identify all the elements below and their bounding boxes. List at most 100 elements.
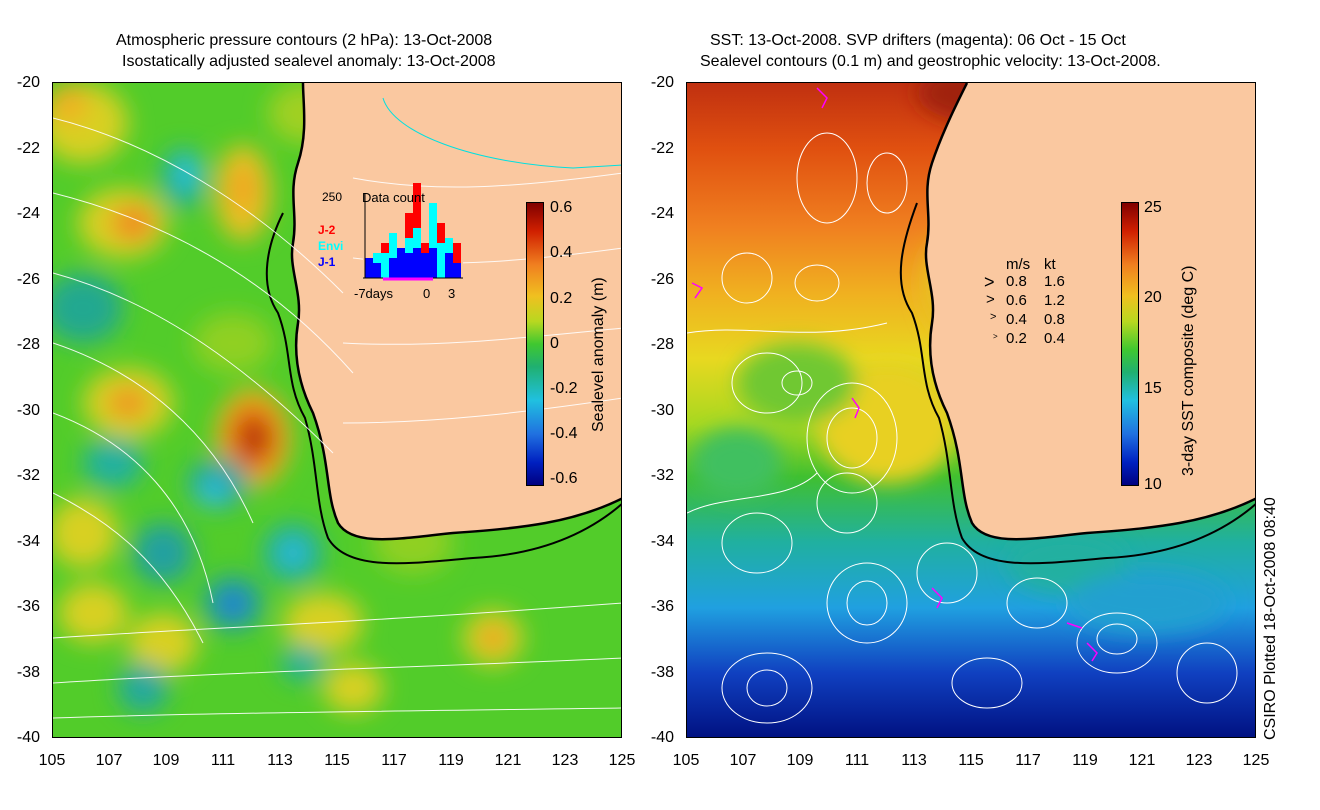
right-lon-tick: 121	[1128, 752, 1156, 769]
left-lat-tick: -28	[16, 336, 40, 353]
inset-title: Data count	[362, 190, 425, 205]
sst-map	[687, 83, 1255, 737]
left-lat-tick: -24	[16, 205, 40, 222]
inset-xlabel-zero: 0	[423, 286, 431, 301]
land-mass	[926, 83, 1255, 540]
velocity-row-ms: 0.6	[1006, 292, 1027, 309]
inset-xlabel-end: 3	[448, 286, 456, 301]
left-lat-tick: -30	[16, 402, 40, 419]
right-lon-tick: 105	[672, 752, 700, 769]
right-lat-tick: -28	[650, 336, 674, 353]
inset-xlabel-start: -7days	[354, 286, 394, 301]
right-lat-tick: -30	[650, 402, 674, 419]
sst-colorbar-title: 3-day SST composite (deg C)	[1180, 265, 1197, 476]
sealevel-colorbar-tick: 0.4	[550, 244, 573, 261]
velocity-row-ms: 0.4	[1006, 311, 1027, 328]
left-title-line2: Isostatically adjusted sealevel anomaly:…	[122, 53, 496, 70]
right-lon-tick: 123	[1185, 752, 1213, 769]
velocity-header-kt: kt	[1044, 256, 1056, 273]
right-lon-tick: 119	[1072, 752, 1098, 769]
shelf-edge	[265, 212, 621, 565]
right-lon-tick: 107	[729, 752, 757, 769]
inset-legend-j1: J-1	[318, 255, 336, 269]
left-lon-tick: 115	[324, 752, 350, 769]
right-lon-tick: 113	[901, 752, 927, 769]
coastline	[924, 83, 1255, 541]
left-lat-tick: -32	[16, 467, 40, 484]
right-title-line1: SST: 13-Oct-2008. SVP drifters (magenta)…	[710, 32, 1126, 49]
velocity-row-kt: 0.4	[1044, 330, 1065, 347]
left-lon-tick: 117	[381, 752, 407, 769]
right-lat-tick: -40	[650, 729, 674, 746]
sealevel-colorbar	[526, 202, 544, 486]
right-title-line2: Sealevel contours (0.1 m) and geostrophi…	[700, 53, 1161, 70]
right-lat-tick: -22	[650, 140, 674, 157]
sealevel-anomaly-map	[53, 83, 621, 737]
shelf-edge	[899, 202, 1255, 565]
right-lon-tick: 115	[958, 752, 984, 769]
right-lat-tick: -26	[650, 271, 674, 288]
right-lon-tick: 117	[1015, 752, 1041, 769]
right-map-panel	[686, 82, 1256, 738]
right-lat-tick: -38	[650, 664, 674, 681]
velocity-arrow-icon: >	[990, 311, 997, 323]
sealevel-colorbar-tick: 0	[550, 335, 559, 352]
left-lat-tick: -22	[16, 140, 40, 157]
coastline	[290, 83, 621, 541]
sst-features	[692, 83, 1227, 633]
left-lon-tick: 111	[210, 752, 236, 769]
left-lon-tick: 121	[494, 752, 522, 769]
inset-max-label: 250	[322, 190, 343, 204]
left-lon-tick: 107	[95, 752, 123, 769]
data-count-chart	[363, 183, 463, 281]
right-lon-tick: 125	[1242, 752, 1270, 769]
sst-colorbar-tick: 25	[1144, 199, 1162, 216]
sealevel-colorbar-tick: 0.2	[550, 290, 573, 307]
anomaly-blobs	[53, 83, 523, 713]
left-map-panel	[52, 82, 622, 738]
right-lon-tick: 109	[786, 752, 814, 769]
sealevel-colorbar-tick: 0.6	[550, 199, 573, 216]
inset-legend-j2: J-2	[318, 223, 336, 237]
left-lat-tick: -36	[16, 598, 40, 615]
sealevel-colorbar-tick: -0.6	[550, 470, 578, 487]
velocity-row-kt: 0.8	[1044, 311, 1065, 328]
left-lon-tick: 113	[267, 752, 293, 769]
bathymetry-line	[382, 97, 621, 169]
velocity-header-ms: m/s	[1006, 256, 1031, 273]
right-lat-tick: -32	[650, 467, 674, 484]
svp-drifters	[691, 87, 1098, 662]
pressure-contours	[53, 117, 621, 719]
sst-colorbar-tick: 20	[1144, 289, 1162, 306]
left-lon-tick: 119	[438, 752, 464, 769]
velocity-row-ms: 0.2	[1006, 330, 1027, 347]
plot-credit: CSIRO Plotted 18-Oct-2008 08:40	[1262, 497, 1279, 740]
sealevel-colorbar-tick: -0.2	[550, 380, 578, 397]
velocity-row-kt: 1.2	[1044, 292, 1065, 309]
sst-colorbar-tick: 15	[1144, 380, 1162, 397]
sst-colorbar	[1121, 202, 1139, 486]
left-lat-tick: -26	[16, 271, 40, 288]
right-lat-tick: -24	[650, 205, 674, 222]
sealevel-contours	[687, 132, 1238, 724]
right-lat-tick: -34	[650, 533, 674, 550]
right-lon-tick: 111	[844, 752, 870, 769]
left-lat-tick: -38	[16, 664, 40, 681]
left-lon-tick: 125	[608, 752, 636, 769]
sealevel-colorbar-tick: -0.4	[550, 425, 578, 442]
inset-legend-envi: Envi	[318, 239, 344, 253]
left-lon-tick: 105	[38, 752, 66, 769]
velocity-arrow-icon: >	[984, 272, 995, 292]
left-lat-tick: -40	[16, 729, 40, 746]
right-lat-tick: -36	[650, 598, 674, 615]
left-lon-tick: 109	[152, 752, 180, 769]
left-title-line1: Atmospheric pressure contours (2 hPa): 1…	[116, 32, 493, 49]
sealevel-colorbar-title: Sealevel anomaly (m)	[590, 277, 607, 432]
sst-colorbar-tick: 10	[1144, 476, 1162, 493]
velocity-arrow-icon: >	[993, 332, 998, 341]
velocity-row-ms: 0.8	[1006, 273, 1027, 290]
left-lat-tick: -20	[16, 74, 40, 91]
left-lat-tick: -34	[16, 533, 40, 550]
right-lat-tick: -20	[650, 74, 674, 91]
velocity-arrow-icon: >	[986, 291, 995, 308]
